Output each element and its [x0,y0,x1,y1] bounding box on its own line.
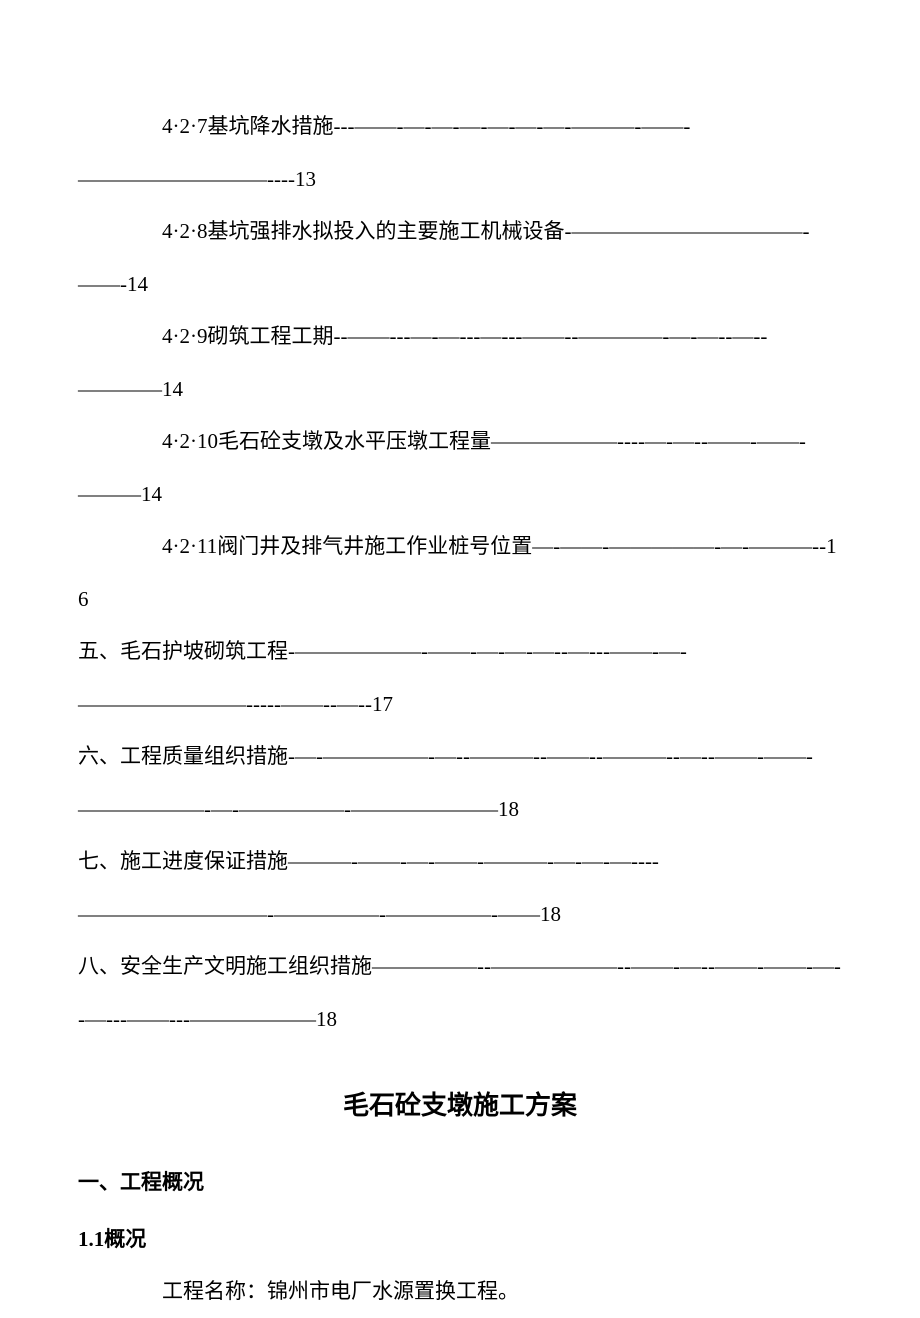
toc-entry: 4·2·7基坑降水措施---——-—-—-—-—-—-—-———-——-————… [78,100,842,205]
toc-entry: 4·2·11阀门井及排气井施工作业桩号位置—-——-—————-—-———--1… [78,520,842,625]
toc-entry: 七、施工进度保证措施———-——-—-——-———-—-—-—----—————… [78,835,842,940]
toc-entry: 六、工程质量组织措施-—-—————-—--———--——--———--—--—… [78,730,842,835]
table-of-contents: 4·2·7基坑降水措施---——-—-—-—-—-—-—-———-——-————… [78,100,842,1045]
toc-entry: 八、安全生产文明施工组织措施—————--——————--——-—--——-——… [78,940,842,1045]
body-paragraph: 工程名称：锦州市电厂水源置换工程。 [78,1265,842,1318]
toc-entry: 4·2·8基坑强排水拟投入的主要施工机械设备-———————————-——-14 [78,205,842,310]
section-heading-1: 一、工程概况 [78,1156,842,1209]
document-title: 毛石砼支墩施工方案 [78,1073,842,1138]
section-heading-1-1: 1.1概况 [78,1213,842,1266]
toc-entry: 4·2·10毛石砼支墩及水平压墩工程量——————----—-—--——-——-… [78,415,842,520]
toc-entry: 五、毛石护坡砌筑工程-——————-——-—-—-—--—---——-—-———… [78,625,842,730]
toc-entry: 4·2·9砌筑工程工期--——---—-—---—---——--————-—-—… [78,310,842,415]
